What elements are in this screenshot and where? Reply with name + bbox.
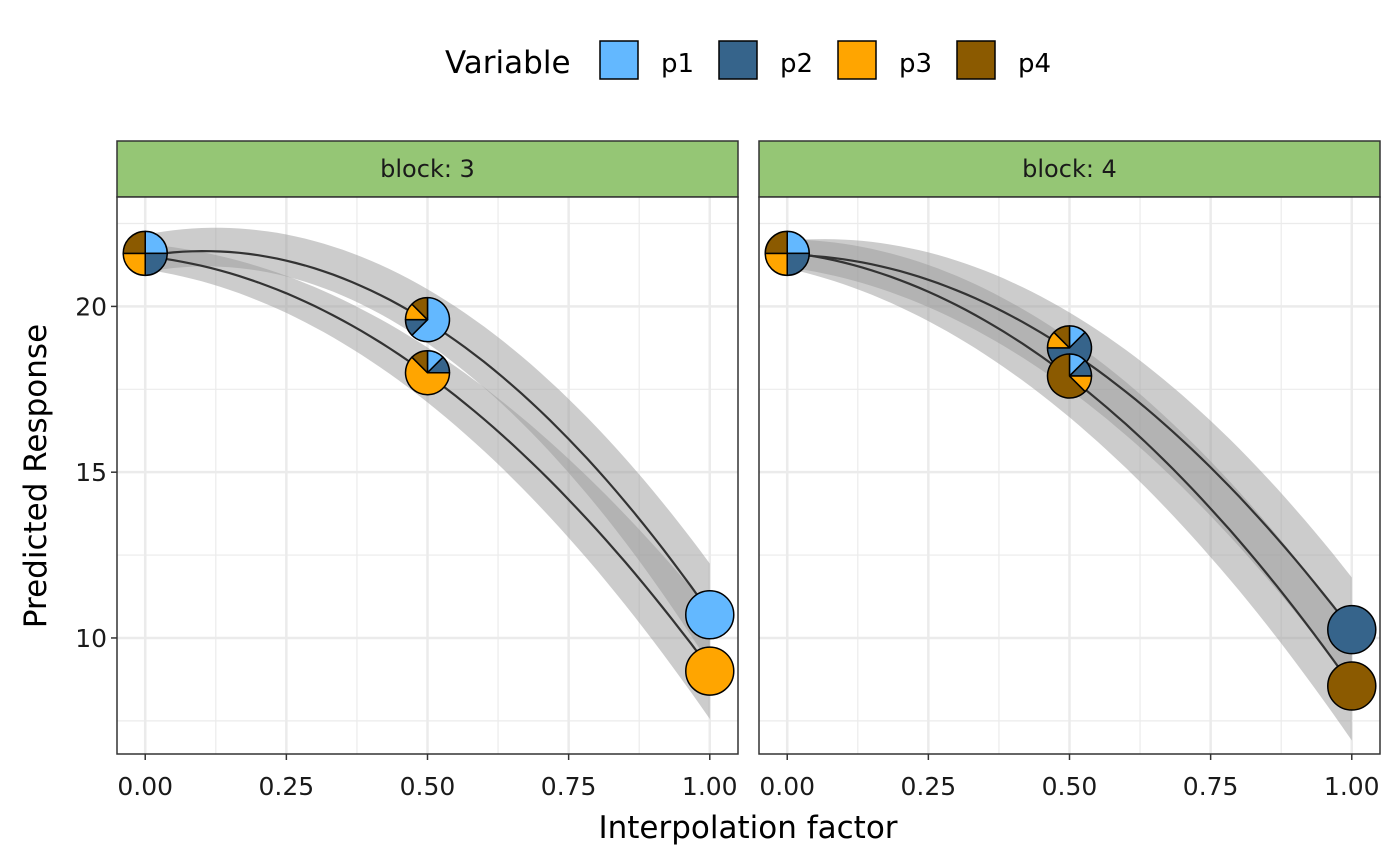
y-axis: 10 15 20 <box>75 292 117 653</box>
pie-slice-p1 <box>685 590 735 640</box>
pie-point <box>685 590 735 640</box>
panel-2: block: 4 0.00 0.25 0.50 0.75 1.00 <box>758 140 1381 801</box>
legend-label-p4: p4 <box>1018 49 1051 79</box>
x-tick-label: 0.25 <box>259 772 315 801</box>
x-tick-label: 0.75 <box>541 772 597 801</box>
y-tick-label: 15 <box>75 458 107 487</box>
strip-background <box>758 140 1381 198</box>
legend-label-p3: p3 <box>899 49 932 79</box>
pie-slice-p4 <box>764 230 788 255</box>
pie-slice-p1 <box>411 296 451 343</box>
x-tick-label: 1.00 <box>682 772 738 801</box>
x-axis: 0.00 0.25 0.50 0.75 1.00 <box>759 754 1380 801</box>
x-tick-label: 0.50 <box>400 772 456 801</box>
pie-slice-p4 <box>122 230 146 255</box>
points-layer <box>764 230 1377 711</box>
legend-entry-p4: p4 <box>956 40 1051 80</box>
x-tick-label: 0.00 <box>759 772 815 801</box>
legend-key-p1 <box>599 40 639 80</box>
legend-label-p1: p1 <box>661 49 694 79</box>
pie-slice-p2 <box>1327 604 1377 655</box>
x-tick-label: 0.25 <box>901 772 957 801</box>
legend-key-p3 <box>837 40 877 80</box>
strip-background <box>116 140 739 198</box>
pie-point <box>404 349 451 396</box>
legend-entry-p2: p2 <box>718 40 813 80</box>
pie-slice-p4 <box>1046 353 1086 399</box>
pie-slice-p4 <box>1327 661 1377 711</box>
legend-title: Variable <box>445 45 571 81</box>
pie-point <box>764 230 810 277</box>
pie-point <box>404 296 451 343</box>
pie-slice-p4 <box>411 296 429 321</box>
pie-point <box>1046 353 1093 399</box>
y-tick-label: 20 <box>75 292 107 321</box>
legend-key-p4 <box>956 40 996 80</box>
pie-point <box>1327 661 1377 711</box>
x-tick-label: 0.00 <box>117 772 173 801</box>
x-tick-label: 1.00 <box>1324 772 1380 801</box>
legend-entry-p1: p1 <box>599 40 694 80</box>
pie-slice-p3 <box>404 356 451 396</box>
panel-1: block: 3 0.00 0.25 0.50 0.75 1.00 10 15 20 <box>75 140 739 801</box>
y-tick-label: 10 <box>75 624 107 653</box>
legend: Variable p1 p2 p3 p4 <box>445 40 1051 81</box>
x-tick-label: 0.50 <box>1042 772 1098 801</box>
legend-key-p2 <box>718 40 758 80</box>
legend-label-p2: p2 <box>780 49 813 79</box>
pie-point <box>122 230 168 277</box>
legend-entry-p3: p3 <box>837 40 932 80</box>
pie-slice-p4 <box>1053 325 1071 349</box>
pie-point <box>685 646 735 696</box>
strip-label: block: 4 <box>1022 155 1117 183</box>
pie-slice-p3 <box>685 646 735 696</box>
points-layer <box>122 230 735 696</box>
x-axis-title: Interpolation factor <box>598 810 897 846</box>
strip-label: block: 3 <box>380 155 475 183</box>
x-tick-label: 0.75 <box>1183 772 1239 801</box>
pie-point <box>1327 604 1377 655</box>
x-axis: 0.00 0.25 0.50 0.75 1.00 <box>117 754 738 801</box>
y-axis-title: Predicted Response <box>18 324 54 628</box>
pie-slice-p4 <box>411 349 429 374</box>
